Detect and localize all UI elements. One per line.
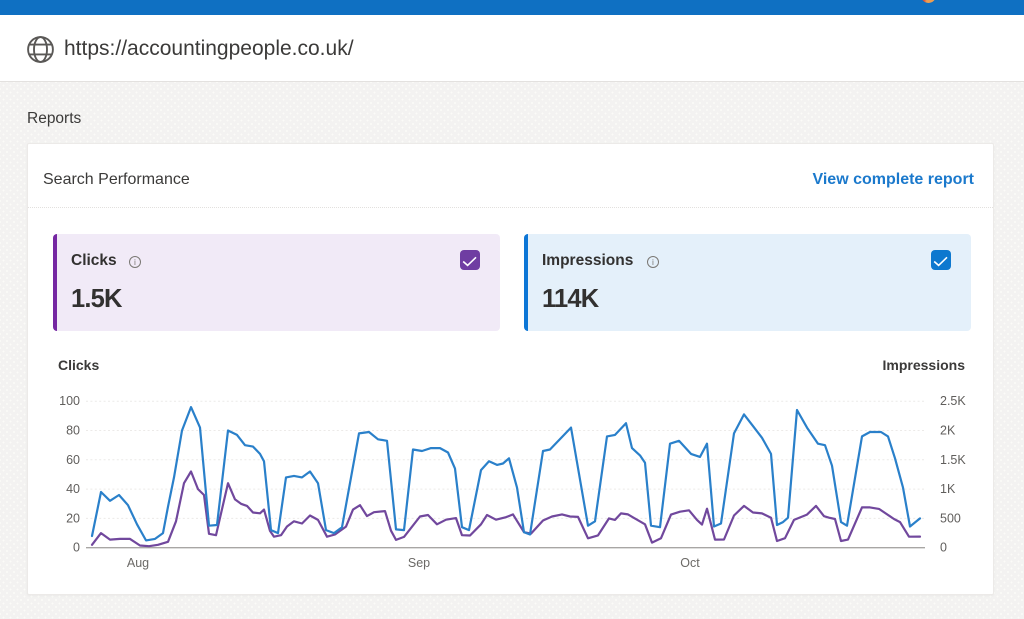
svg-text:60: 60	[66, 453, 80, 467]
svg-text:0: 0	[940, 541, 947, 555]
svg-text:Sep: Sep	[408, 556, 430, 570]
svg-text:100: 100	[59, 394, 80, 408]
svg-text:2.5K: 2.5K	[940, 394, 966, 408]
svg-text:1K: 1K	[940, 482, 956, 496]
svg-text:20: 20	[66, 511, 80, 525]
svg-text:Aug: Aug	[127, 556, 149, 570]
svg-text:1.5K: 1.5K	[940, 453, 966, 467]
svg-text:80: 80	[66, 424, 80, 438]
svg-text:Oct: Oct	[680, 556, 700, 570]
svg-text:0: 0	[73, 541, 80, 555]
svg-text:40: 40	[66, 482, 80, 496]
svg-text:2K: 2K	[940, 424, 956, 438]
svg-text:500: 500	[940, 511, 961, 525]
